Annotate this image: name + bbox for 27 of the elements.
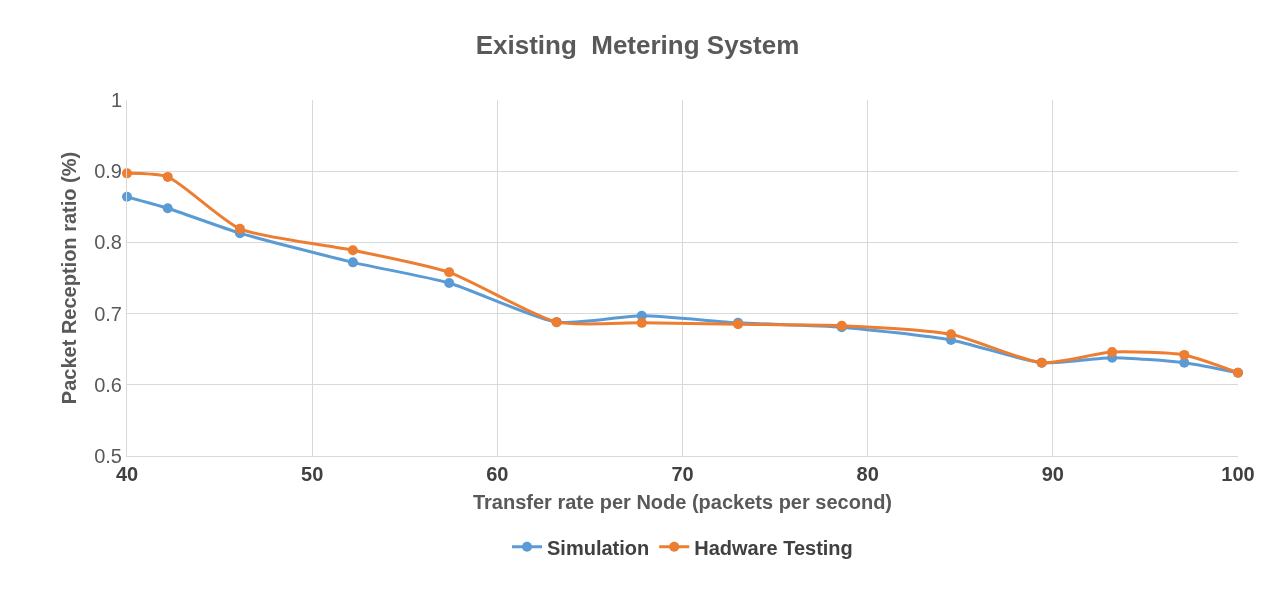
point (162, 171, 173, 182)
point (1107, 347, 1118, 358)
x-axis-title: Transfer rate per Node (packets per second) (472, 490, 893, 513)
y-axis-title: Packet Reception ratio (%) (57, 151, 80, 405)
point (1179, 349, 1190, 360)
y-tick-label: 0.6 (94, 373, 122, 396)
y-tick-label: 1 (110, 89, 122, 111)
point (636, 317, 647, 328)
point (444, 277, 455, 288)
x-tick-label: 60 (486, 463, 509, 485)
legend-label: Hadware Testing (694, 536, 853, 559)
point (945, 329, 956, 340)
legend-label: Simulation (547, 536, 650, 559)
x-tick-label: 80 (856, 463, 879, 485)
point (234, 223, 245, 234)
point (162, 203, 173, 214)
x-tick-label: 50 (301, 463, 324, 485)
point (444, 267, 455, 278)
x-tick-label: 100 (1221, 463, 1255, 485)
point (347, 245, 358, 256)
y-tick-label: 0.7 (94, 302, 122, 325)
y-tick-label: 0.9 (94, 160, 122, 183)
x-tick-label: 70 (671, 463, 694, 485)
point (347, 257, 358, 268)
x-tick-label: 90 (1041, 463, 1064, 485)
y-tick-label: 0.8 (94, 231, 122, 254)
chart-title: Existing Metering System (475, 30, 800, 61)
